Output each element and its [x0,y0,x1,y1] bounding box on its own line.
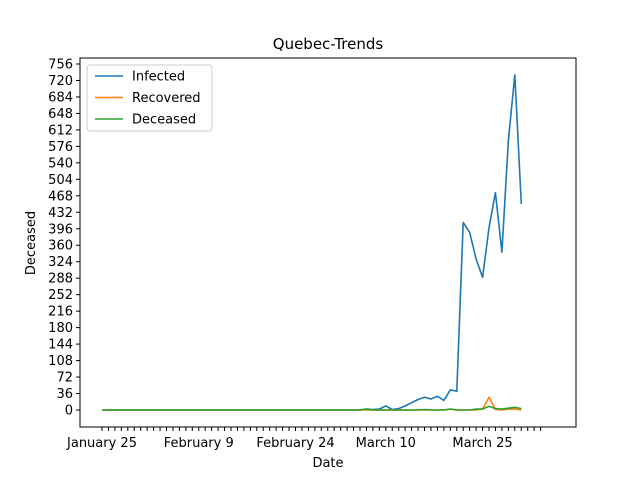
y-tick-label: 720 [48,74,73,89]
legend-label: Deceased [132,113,196,128]
legend-label: Infected [132,70,185,85]
x-tick-label: February 9 [164,436,234,451]
y-tick-label: 0 [65,404,73,419]
y-tick-label: 540 [48,156,73,171]
y-tick-label: 324 [48,255,73,270]
y-tick-label: 648 [48,107,73,122]
x-tick-label: February 24 [256,436,334,451]
y-tick-label: 288 [48,272,73,287]
plot-frame [79,57,577,428]
x-axis-label: Date [312,456,343,471]
x-tick-label: January 25 [66,436,137,451]
x-axis: January 25 February 9 February 24 March 10 M… [66,427,542,451]
y-tick-label: 468 [48,189,73,204]
legend-label: Recovered [132,91,201,106]
x-tick-label: March 10 [356,436,416,451]
y-tick-label: 432 [48,206,73,221]
y-tick-label: 252 [48,288,73,303]
y-tick-label: 612 [48,123,73,138]
series-lines [102,74,523,411]
series-line-deceased [102,405,522,411]
y-tick-label: 72 [56,371,73,386]
y-tick-label: 144 [48,338,73,353]
legend: Infected Recovered Deceased [86,64,213,132]
y-tick-label: 396 [48,222,73,237]
chart-title: Quebec-Trends [273,35,384,53]
y-tick-label: 180 [48,321,73,336]
y-tick-label: 36 [56,387,73,402]
y-axis-label: Deceased [24,211,39,275]
x-tick-label: March 25 [452,436,512,451]
y-tick-label: 360 [48,239,73,254]
y-tick-label: 504 [48,173,73,188]
y-tick-label: 108 [48,354,73,369]
legend-box [86,64,213,132]
y-tick-label: 576 [48,140,73,155]
y-tick-label: 684 [48,90,73,105]
y-tick-label: 756 [48,58,73,73]
y-tick-label: 216 [48,305,73,320]
